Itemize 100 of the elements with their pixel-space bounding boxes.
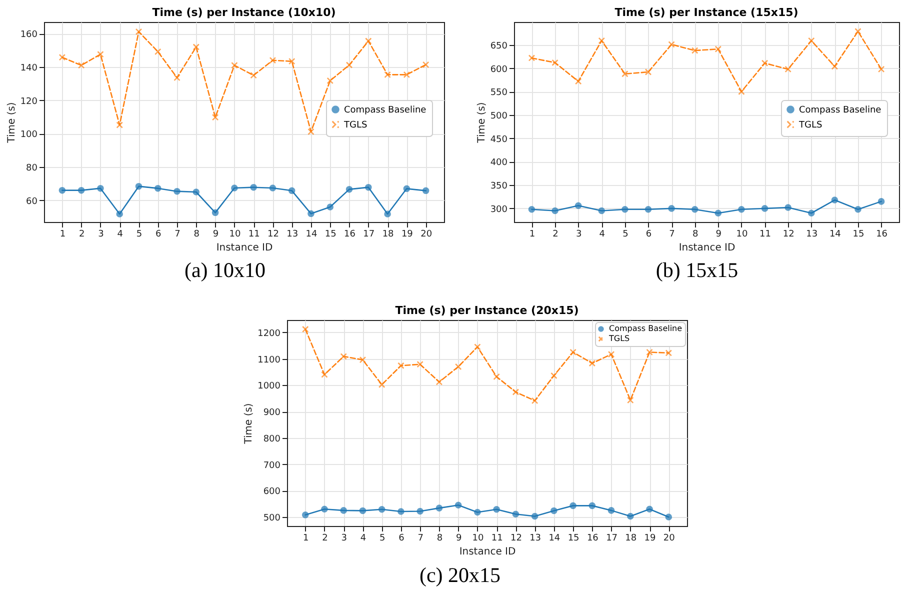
point xyxy=(668,205,675,212)
x-tick-label: 12 xyxy=(267,230,279,240)
chart-title: Time (s) per Instance (10x10) xyxy=(152,6,336,19)
point xyxy=(552,207,558,214)
point xyxy=(403,185,410,192)
x-tick-label: 17 xyxy=(363,230,375,240)
x-tick-label: 11 xyxy=(248,230,260,240)
y-tick-label: 600 xyxy=(490,64,508,75)
x-tick-label: 3 xyxy=(576,230,582,240)
point xyxy=(646,506,653,513)
point xyxy=(474,508,481,516)
point xyxy=(174,74,180,82)
x-tick-label: 11 xyxy=(491,534,503,544)
x-tick-label: 1 xyxy=(302,534,309,544)
point xyxy=(531,397,538,404)
point xyxy=(78,62,85,69)
y-tick-label: 60 xyxy=(26,196,38,207)
point xyxy=(493,373,500,380)
x-tick-label: 11 xyxy=(760,230,771,240)
point xyxy=(378,381,386,388)
point xyxy=(738,88,745,96)
point xyxy=(552,59,558,66)
x-tick-label: 15 xyxy=(324,230,336,240)
point xyxy=(58,54,66,61)
y-tick-label: 120 xyxy=(20,96,38,107)
point xyxy=(398,508,404,515)
point xyxy=(398,362,404,370)
y-tick-label: 500 xyxy=(490,111,508,122)
point xyxy=(608,507,615,514)
x-tick-label: 10 xyxy=(229,230,241,240)
x-tick-label: 4 xyxy=(117,230,124,240)
x-tick-label: 19 xyxy=(401,230,414,240)
point xyxy=(116,210,123,218)
x-tick-label: 7 xyxy=(418,534,424,544)
point xyxy=(359,356,366,364)
point xyxy=(212,114,219,121)
point xyxy=(493,506,500,513)
point xyxy=(454,502,462,509)
y-axis-title: Time (s) xyxy=(244,403,255,445)
legend-label: TGLS xyxy=(608,334,630,343)
y-tick-label: 140 xyxy=(20,64,38,74)
x-tick-label: 5 xyxy=(136,230,142,240)
y-tick-label: 600 xyxy=(263,487,281,498)
point xyxy=(302,326,309,333)
point xyxy=(784,66,792,73)
x-tick-label: 8 xyxy=(436,534,443,544)
x-tick-label: 14 xyxy=(829,230,842,240)
point xyxy=(627,396,634,404)
x-tick-label: 16 xyxy=(344,230,356,240)
point xyxy=(646,348,653,356)
point xyxy=(97,50,104,58)
x-tick-label: 15 xyxy=(852,230,864,240)
x-tick-label: 19 xyxy=(644,534,656,544)
x-tick-label: 5 xyxy=(622,230,628,240)
x-tick-label: 4 xyxy=(360,534,366,544)
x-tick-label: 3 xyxy=(341,534,347,544)
y-tick-label: 700 xyxy=(263,460,281,471)
x-tick-label: 2 xyxy=(322,534,328,544)
point xyxy=(192,44,200,50)
point xyxy=(691,47,698,54)
point xyxy=(174,188,180,195)
point xyxy=(878,66,885,73)
text: (b) 15x15 xyxy=(654,258,740,283)
y-tick-label: 300 xyxy=(490,204,508,215)
point xyxy=(154,48,162,56)
point xyxy=(58,186,66,194)
point xyxy=(288,58,296,65)
point xyxy=(854,206,862,213)
x-tick-label: 16 xyxy=(876,230,888,240)
x-tick-label: 9 xyxy=(456,534,462,544)
y-axis-title: Time (s) xyxy=(476,102,488,144)
point xyxy=(365,38,372,44)
point xyxy=(668,41,675,48)
point xyxy=(326,77,334,84)
x-tick-label: 12 xyxy=(782,230,794,240)
legend-label: Compass Baseline xyxy=(799,106,882,116)
point xyxy=(691,206,698,213)
point xyxy=(340,353,347,360)
x-tick-label: 1 xyxy=(60,230,66,240)
x-tick-label: 6 xyxy=(156,230,162,240)
x-tick-label: 13 xyxy=(286,230,298,240)
y-tick-label: 100 xyxy=(20,130,38,140)
point xyxy=(588,360,596,367)
x-tick-label: 7 xyxy=(669,230,675,240)
x-tick-label: 4 xyxy=(599,230,606,240)
point xyxy=(422,187,430,194)
point xyxy=(97,184,104,192)
x-tick-label: 14 xyxy=(306,230,318,240)
point xyxy=(784,204,792,211)
legend-label: Compass Baseline xyxy=(344,106,427,116)
point xyxy=(831,63,838,70)
y-tick-label: 1100 xyxy=(258,355,281,366)
point xyxy=(78,186,85,194)
x-tick-label: 10 xyxy=(736,230,748,240)
y-tick-label: 900 xyxy=(263,408,281,418)
point xyxy=(416,508,424,515)
point xyxy=(714,46,722,52)
point xyxy=(761,60,768,67)
point xyxy=(135,28,142,36)
point xyxy=(878,198,885,205)
